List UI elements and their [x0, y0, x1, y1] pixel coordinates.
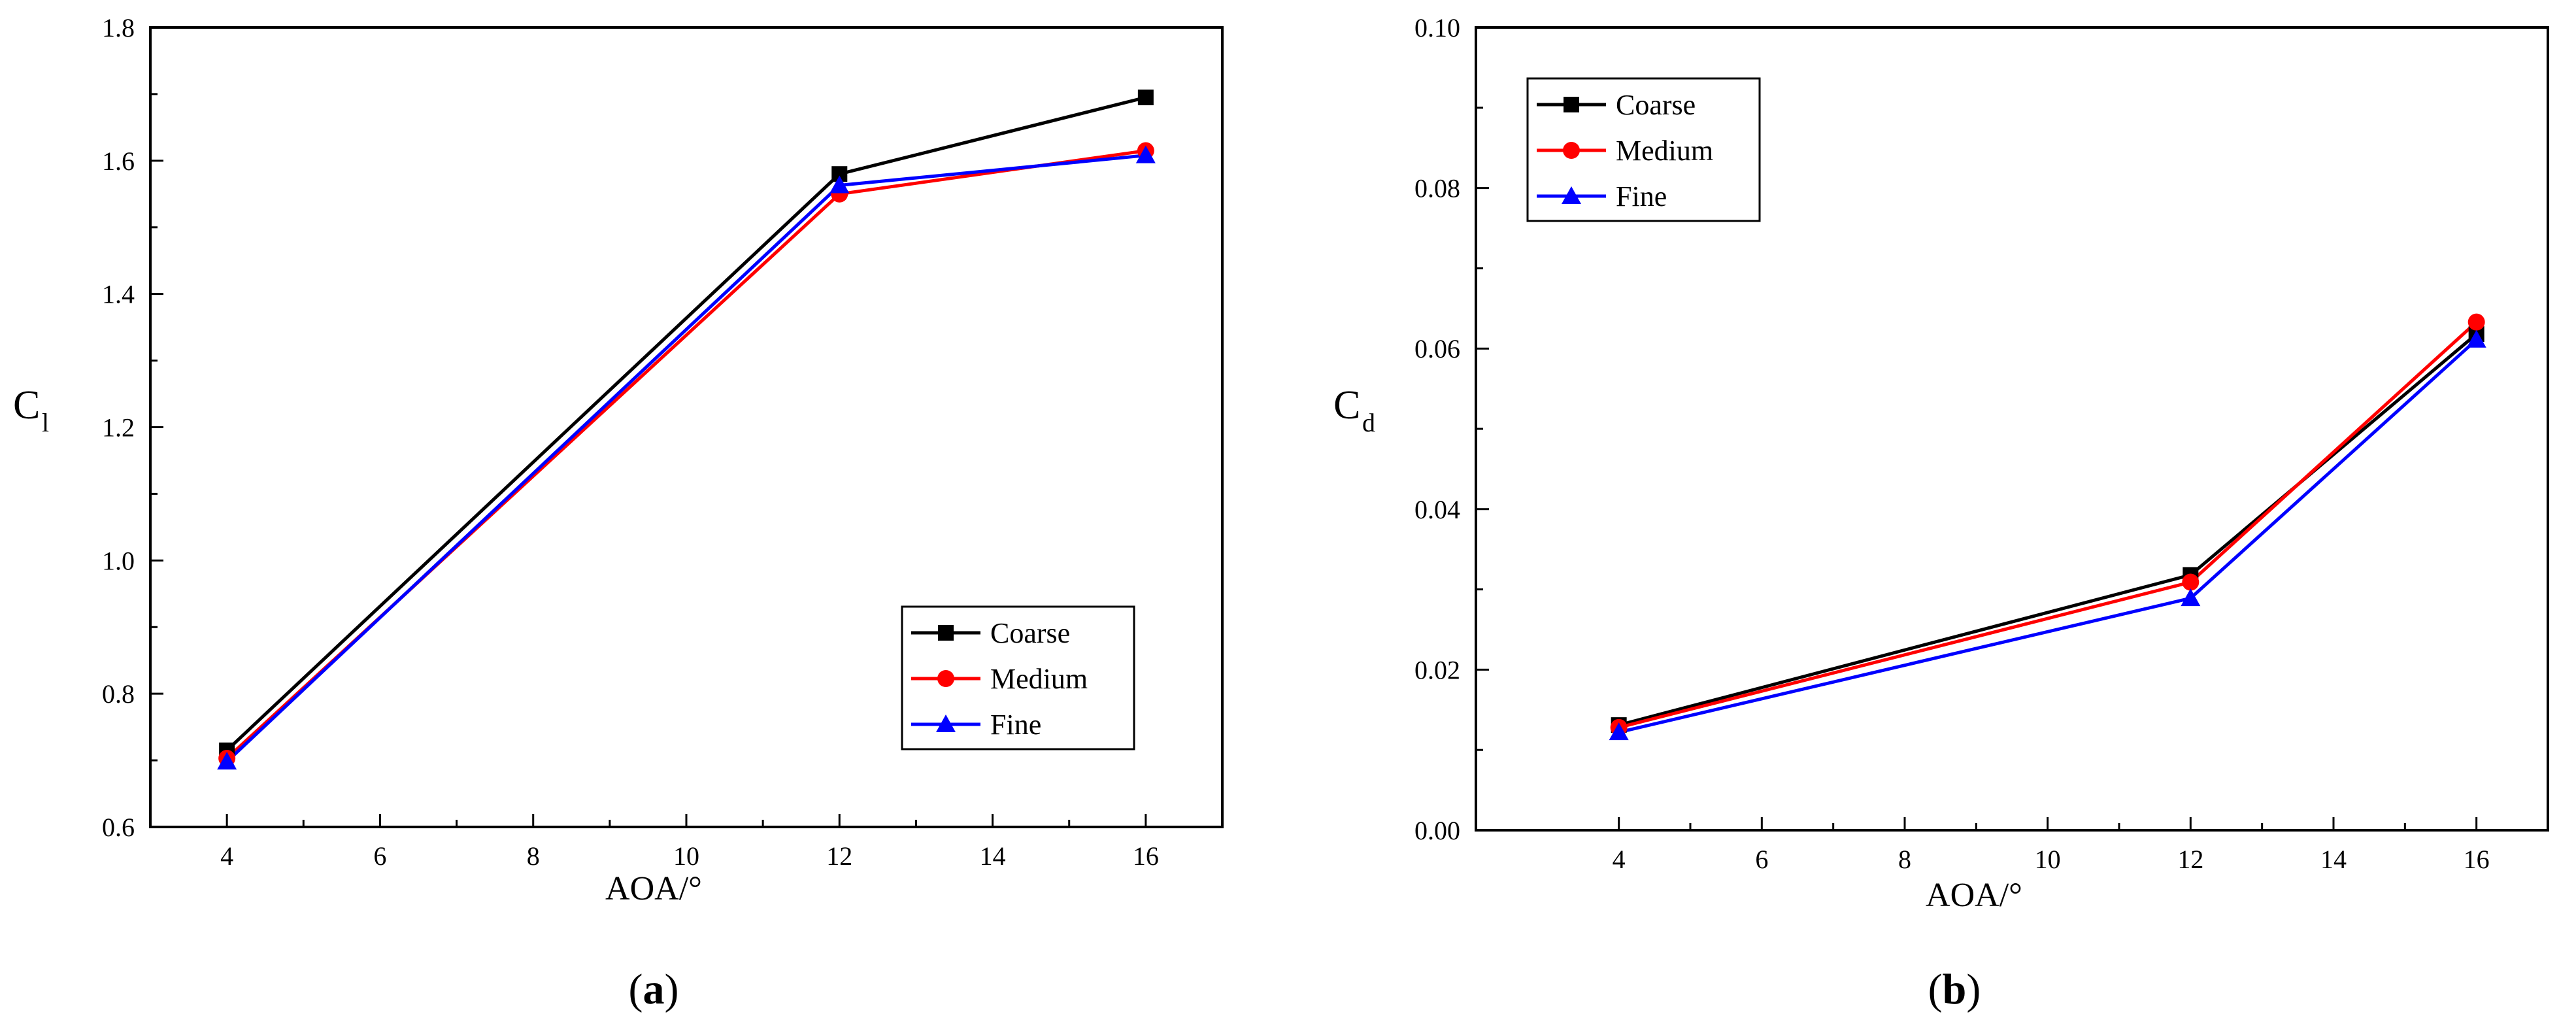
legend-label-medium-b: Medium [1616, 135, 1713, 167]
y-tick-label-b: 0.00 [1414, 816, 1460, 845]
y-tick-label-b: 0.10 [1414, 13, 1460, 42]
panel-label-b: (b) [1928, 966, 1981, 1013]
data-point-fine-b [2181, 588, 2201, 607]
legend-b: Coarse Medium Fine [1526, 77, 1761, 222]
y-tick-label-a: 1.0 [102, 546, 135, 575]
y-tick-label-b: 0.08 [1414, 174, 1460, 203]
x-tick-label-a: 12 [826, 841, 852, 871]
data-point-fine-a [1135, 145, 1156, 163]
y-tick-label-a: 1.6 [102, 146, 135, 176]
y-tick-label-a: 1.4 [102, 280, 135, 309]
x-tick-label-b: 14 [2320, 845, 2347, 874]
x-tick-label-a: 8 [527, 841, 540, 871]
x-tick-label-a: 4 [220, 841, 233, 871]
y-axis-title-a: C [13, 383, 40, 428]
legend-a: Coarse Medium Fine [901, 605, 1135, 750]
x-tick-label-b: 4 [1613, 845, 1626, 874]
data-point-fine-b [2466, 329, 2486, 348]
y-tick-label-a: 0.6 [102, 813, 135, 842]
axis-ticks-b: 4 6 8 10 12 14 16 0.00 0.02 0.04 0.06 0.08 0.10 [1414, 13, 2490, 874]
legend-marker-medium-b [1563, 142, 1580, 159]
x-tick-label-b: 16 [2464, 845, 2490, 874]
x-tick-label-b: 6 [1755, 845, 1768, 874]
series-line-medium-b [1618, 320, 2478, 730]
y-tick-label-a: 1.2 [102, 413, 135, 443]
x-tick-label-a: 10 [673, 841, 699, 871]
x-tick-label-a: 6 [373, 841, 386, 871]
data-point-medium-b [2467, 313, 2485, 331]
x-axis-title-b: AOA/° [1926, 877, 2022, 914]
chart-panel-a: 4 6 8 10 12 14 16 0.6 0.8 1.0 1.2 1.4 1.6 1.8 C l AOA… [13, 13, 1224, 1013]
y-tick-label-a: 1.8 [102, 13, 135, 42]
legend-label-fine-a: Fine [990, 709, 1041, 741]
legend-marker-fine-b [1562, 186, 1581, 204]
y-tick-label-b: 0.04 [1414, 495, 1460, 524]
panel-label-a: (a) [629, 966, 679, 1013]
x-tick-label-b: 10 [2035, 845, 2061, 874]
legend-label-fine-b: Fine [1616, 180, 1667, 212]
chart-panel-b: 4 6 8 10 12 14 160.000.020.040.060.080.10 C d … [1333, 13, 2549, 1013]
legend-marker-coarse-b [1564, 97, 1579, 112]
legend-label-medium-a: Medium [990, 663, 1088, 695]
data-point-fine-a [217, 752, 237, 770]
legend-label-coarse-a: Coarse [990, 617, 1070, 649]
y-axis-title-b: C [1333, 383, 1360, 428]
y-tick-label-b: 0.06 [1414, 334, 1460, 363]
x-tick-label-b: 12 [2177, 845, 2203, 874]
legend-marker-fine-a [936, 715, 956, 732]
legend-marker-medium-a [937, 670, 954, 687]
series-group-b [1609, 313, 2486, 741]
series-line-fine-b [1618, 338, 2478, 734]
series-line-coarse-b [1618, 333, 2478, 727]
x-tick-label-a: 16 [1133, 841, 1159, 871]
y-axis-title-sub-a: l [42, 408, 49, 437]
x-tick-label-b: 8 [1898, 845, 1911, 874]
y-tick-label-b: 0.02 [1414, 655, 1460, 684]
data-point-fine-b [1609, 722, 1629, 741]
axis-ticks-a: 4 6 8 10 12 14 16 0.6 0.8 1.0 1.2 1.4 1.6 1.8 [102, 13, 1159, 871]
x-axis-title-a: AOA/° [605, 870, 702, 907]
y-axis-title-sub-b: d [1362, 408, 1375, 437]
legend-label-coarse-b: Coarse [1616, 89, 1696, 121]
series-group-a [217, 90, 1156, 770]
data-point-medium-b [2182, 573, 2200, 591]
y-tick-label-a: 0.8 [102, 679, 135, 709]
x-tick-label-a: 14 [980, 841, 1006, 871]
data-point-coarse-a [1137, 90, 1154, 106]
legend-marker-coarse-a [938, 625, 954, 641]
data-point-fine-a [829, 175, 850, 194]
